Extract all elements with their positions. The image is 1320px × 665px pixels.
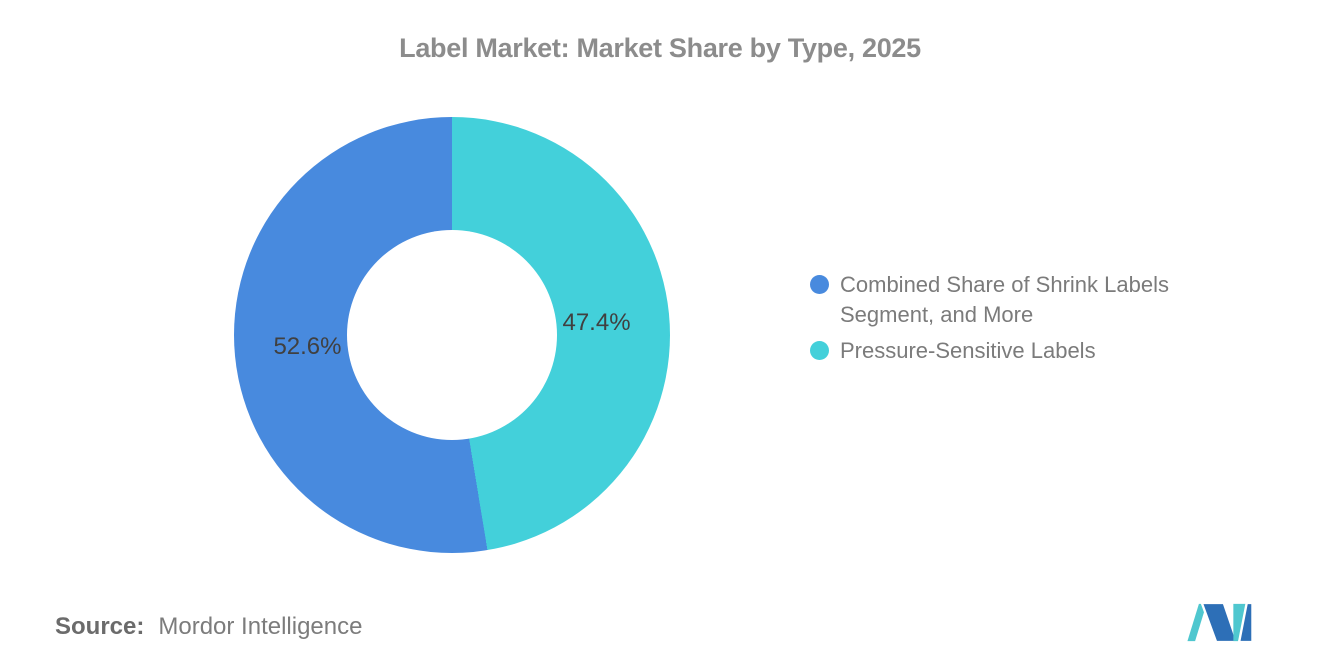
logo-right-blue-stroke — [1237, 601, 1252, 644]
legend-dot-shrink-labels — [810, 275, 829, 294]
source-line: Source: Mordor Intelligence — [55, 612, 362, 642]
source-prefix: Source: — [55, 613, 145, 640]
donut-hole — [347, 230, 557, 440]
legend-item-shrink-labels[interactable]: Combined Share of Shrink Labels Segment,… — [810, 270, 1255, 330]
slice-label-0: 52.6% — [273, 332, 342, 360]
logo-left-teal-stroke — [1187, 603, 1207, 642]
legend-dot-pressure-sensitive — [810, 341, 829, 360]
legend-item-pressure-sensitive[interactable]: Pressure-Sensitive Labels — [810, 336, 1255, 366]
legend-label-pressure-sensitive: Pressure-Sensitive Labels — [840, 338, 1096, 363]
source-name: Mordor Intelligence — [158, 613, 363, 640]
donut-chart[interactable]: 52.6% 47.4% — [234, 117, 670, 553]
mordor-intelligence-logo — [1187, 601, 1252, 644]
slice-label-1: 47.4% — [562, 309, 631, 337]
chart-title: Label Market: Market Share by Type, 2025 — [399, 33, 921, 63]
legend-label-shrink-labels: Combined Share of Shrink Labels Segment,… — [840, 272, 1169, 327]
chart-legend: Combined Share of Shrink Labels Segment,… — [810, 270, 1255, 372]
logo-main-blue-stroke — [1200, 601, 1239, 644]
